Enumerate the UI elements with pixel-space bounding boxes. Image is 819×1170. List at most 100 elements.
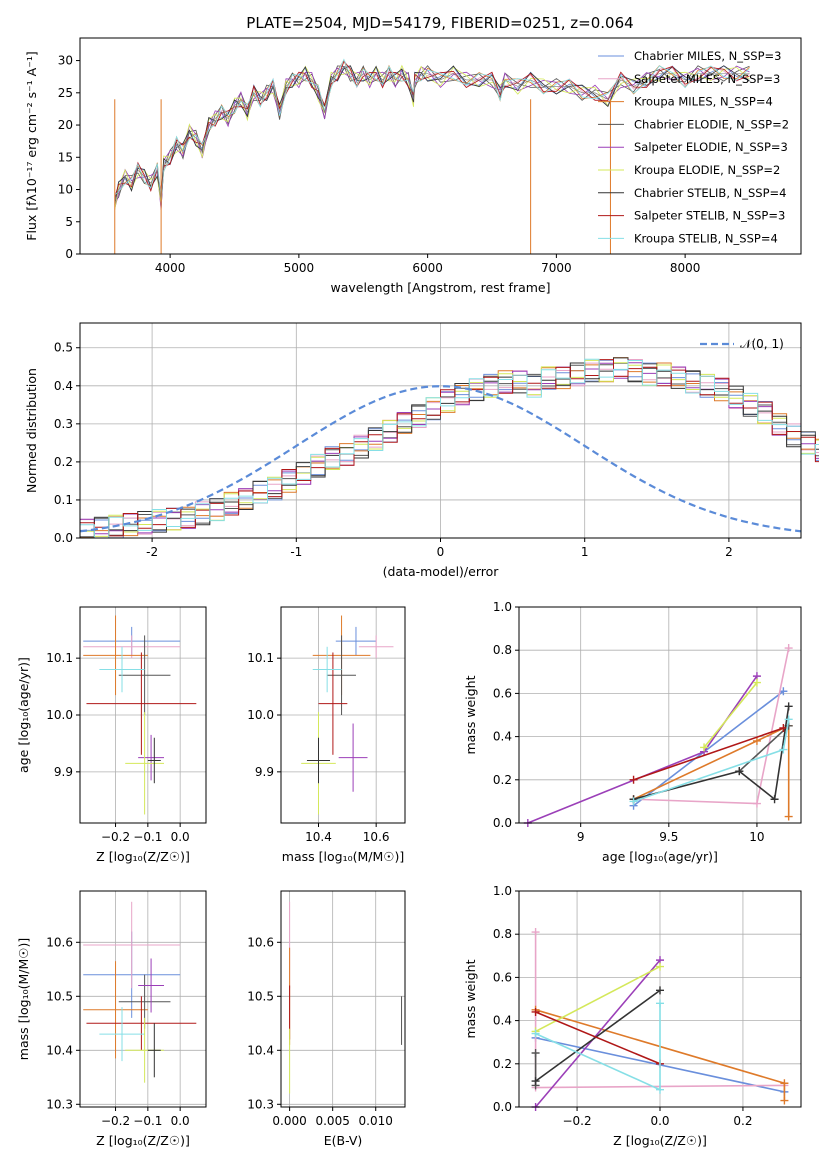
model-line xyxy=(114,65,750,210)
chart-panel-4: 10.4 10.6 9.9 10.0 10.1 mass [log₁₀(M/M☉)] xyxy=(247,606,406,864)
y-tick-label: 10.3 xyxy=(247,1097,274,1111)
point-marker xyxy=(531,928,540,937)
y-tick-label: 0.5 xyxy=(54,341,73,355)
point-marker xyxy=(752,799,761,808)
y-tick-label: 1.0 xyxy=(493,884,512,898)
series-line xyxy=(535,1003,661,1091)
plot-area xyxy=(79,357,819,539)
point-marker xyxy=(784,812,793,821)
y-tick-label: 10.4 xyxy=(247,1043,274,1057)
x-tick-label: −0.2 xyxy=(101,830,130,844)
spectrum-line xyxy=(114,66,750,203)
series-line xyxy=(633,724,790,817)
plot-area xyxy=(301,615,394,815)
point-marker xyxy=(735,767,744,776)
x-tick-label: 10.4 xyxy=(305,830,332,844)
legend-label: Salpeter STELIB, N_SSP=3 xyxy=(634,209,785,223)
chart-panel-6: −0.2 −0.1 0.0 10.3 10.4 10.5 10.6 Z [log₁₀(Z/Z☉… xyxy=(16,890,207,1148)
x-axis-label: (data-model)/error xyxy=(383,564,500,579)
x-tick-label: 0.2 xyxy=(733,1114,752,1128)
x-tick-label: 2 xyxy=(725,545,733,559)
point-marker xyxy=(531,1049,540,1057)
y-tick-label: 0.4 xyxy=(54,379,73,393)
y-tick-label: 30 xyxy=(58,54,73,68)
y-tick-label: 0.3 xyxy=(54,417,73,431)
plot-area xyxy=(83,615,197,815)
axes-frame xyxy=(518,606,802,824)
x-tick-label: -2 xyxy=(146,545,158,559)
histogram-step xyxy=(80,357,819,538)
x-tick-label: -1 xyxy=(290,545,302,559)
point-marker xyxy=(531,1077,540,1086)
chart-panel-2: 𝒩(0, 1) -2 -1 0 1 2 0.0 0.1 0.2 0.3 0.4 0.5 (data-mo… xyxy=(24,322,819,579)
legend-label: Kroupa MILES, N_SSP=4 xyxy=(634,95,773,109)
series-line xyxy=(738,725,790,772)
y-tick-label: 0.6 xyxy=(493,686,512,700)
y-tick-label: 10.5 xyxy=(46,989,73,1003)
point-marker xyxy=(656,999,664,1008)
y-tick-label: 0.0 xyxy=(54,531,73,545)
y-axis-label: age [log₁₀(age/yr)] xyxy=(16,657,31,773)
series-line xyxy=(535,965,661,1033)
x-axis-label: age [log₁₀(age/yr)] xyxy=(602,849,718,864)
plot-area xyxy=(83,901,197,1083)
y-tick-label: 10.6 xyxy=(247,935,274,949)
series-line xyxy=(633,647,790,805)
point-marker xyxy=(656,1085,664,1094)
y-tick-label: 10.3 xyxy=(46,1097,73,1111)
y-tick-label: 10.1 xyxy=(247,651,274,665)
point-marker xyxy=(780,1096,789,1105)
x-tick-label: 9.5 xyxy=(659,830,678,844)
chart-panel-5: 9 9.5 10 0.0 0.2 0.4 0.6 0.8 1.0 age [log₁₀(age/y… xyxy=(463,600,802,864)
x-axis-label: wavelength [Angstrom, rest frame] xyxy=(330,280,550,295)
x-tick-label: 10.6 xyxy=(363,830,390,844)
point-marker xyxy=(531,1007,540,1016)
model-line xyxy=(114,58,750,200)
x-tick-label: −0.1 xyxy=(133,1114,162,1128)
chart-panel-8: −0.2 0.0 0.2 0.0 0.2 0.4 0.6 0.8 1.0 Z [log₁₀(Z/Z… xyxy=(463,884,802,1148)
y-tick-label: 9.9 xyxy=(54,765,73,779)
x-tick-label: 6000 xyxy=(412,261,443,275)
legend-label: Kroupa STELIB, N_SSP=4 xyxy=(634,231,778,245)
y-tick-label: 25 xyxy=(58,86,73,100)
y-tick-label: 0.0 xyxy=(493,1100,512,1114)
chart-panel-3: −0.2 −0.1 0.0 9.9 10.0 10.1 Z [log₁₀(Z/Z☉)] age… xyxy=(16,606,207,864)
x-tick-label: −0.1 xyxy=(133,830,162,844)
point-marker xyxy=(752,736,761,745)
y-tick-label: 0.8 xyxy=(493,927,512,941)
series-line xyxy=(633,727,784,781)
legend-label: Chabrier STELIB, N_SSP=4 xyxy=(634,186,786,200)
legend-label: Chabrier ELODIE, N_SSP=2 xyxy=(634,117,789,131)
series-line xyxy=(703,682,758,748)
legend-label: Kroupa ELODIE, N_SSP=2 xyxy=(634,163,780,177)
x-tick-label: 1 xyxy=(581,545,589,559)
point-marker xyxy=(784,702,793,711)
chart-panel-7: 0.000 0.005 0.010 10.3 10.4 10.5 10.6 E(B-V) xyxy=(247,890,406,1148)
point-marker xyxy=(656,986,664,995)
x-tick-label: −0.2 xyxy=(101,1114,130,1128)
x-axis-label: mass [log₁₀(M/M☉)] xyxy=(282,849,404,864)
x-tick-label: 10 xyxy=(749,830,764,844)
y-tick-label: 0.1 xyxy=(54,493,73,507)
y-tick-label: 20 xyxy=(58,118,73,132)
x-axis-label: Z [log₁₀(Z/Z☉)] xyxy=(613,1133,707,1148)
plot-area xyxy=(523,644,793,827)
x-tick-label: 0.0 xyxy=(650,1114,669,1128)
point-marker xyxy=(629,775,638,784)
legend-label: Salpeter ELODIE, N_SSP=3 xyxy=(634,140,788,154)
x-tick-label: 7000 xyxy=(541,261,572,275)
y-tick-label: 0.6 xyxy=(493,970,512,984)
point-marker xyxy=(656,962,664,971)
x-axis-label: E(B-V) xyxy=(324,1133,363,1148)
y-tick-label: 0.4 xyxy=(493,730,512,744)
point-marker xyxy=(700,743,709,752)
y-tick-label: 10.0 xyxy=(247,708,274,722)
y-tick-label: 0.2 xyxy=(493,773,512,787)
histogram-step xyxy=(80,357,819,539)
y-axis-label: Flux [fλ10⁻¹⁷ erg cm⁻² s⁻¹ A⁻¹] xyxy=(24,51,39,240)
plot-area xyxy=(531,928,789,1111)
plot-area xyxy=(114,58,750,254)
plot-area xyxy=(289,901,403,1094)
y-tick-label: 10.4 xyxy=(46,1043,73,1057)
y-tick-label: 0 xyxy=(65,247,73,261)
